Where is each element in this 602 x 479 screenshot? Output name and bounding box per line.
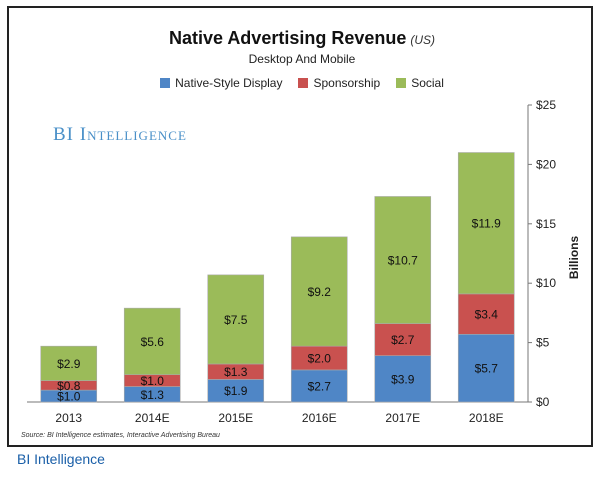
bar-segment bbox=[374, 196, 432, 324]
bar-segment bbox=[40, 345, 98, 381]
bar-value-label: $3.4 bbox=[475, 308, 499, 322]
chart-subtitle: Desktop And Mobile bbox=[248, 52, 356, 66]
bar-value-label: $7.5 bbox=[224, 313, 248, 327]
bar-value-label: $1.3 bbox=[224, 365, 248, 379]
y-tick-label: $0 bbox=[536, 395, 550, 409]
x-tick-label: 2017E bbox=[385, 411, 420, 425]
bar-segment bbox=[290, 236, 348, 347]
source-note: Source: BI Intelligence estimates, Inter… bbox=[21, 432, 220, 439]
x-tick-label: 2016E bbox=[302, 411, 337, 425]
bar-value-label: $5.6 bbox=[141, 335, 165, 349]
stacked-bar-chart: $0$5$10$15$20$25Billions$1.0$0.8$2.92013… bbox=[27, 98, 581, 425]
bar-value-label: $1.0 bbox=[141, 374, 165, 388]
y-tick-label: $5 bbox=[536, 336, 550, 350]
x-tick-label: 2018E bbox=[469, 411, 504, 425]
bar-value-label: $9.2 bbox=[308, 285, 332, 299]
legend-label-social: Social bbox=[411, 76, 444, 90]
bar-segment bbox=[457, 333, 515, 403]
bar-segment bbox=[290, 369, 348, 403]
legend-label-sponsorship: Sponsorship bbox=[313, 76, 381, 90]
bar-value-label: $10.7 bbox=[388, 254, 418, 268]
bar-segment bbox=[457, 293, 515, 335]
y-tick-label: $25 bbox=[536, 98, 556, 112]
chart-frame: Native Advertising Revenue (US) Desktop A… bbox=[7, 6, 593, 447]
bar-value-label: $0.8 bbox=[57, 379, 81, 393]
x-tick-label: 2014E bbox=[135, 411, 170, 425]
bar-segment bbox=[457, 152, 515, 295]
bar-value-label: $2.7 bbox=[308, 379, 332, 393]
legend-swatch-display bbox=[160, 78, 171, 88]
x-tick-label: 2013 bbox=[55, 411, 82, 425]
chart-title-region: (US) bbox=[410, 33, 436, 47]
bar-value-label: $1.9 bbox=[224, 384, 248, 398]
bar-value-label: $1.3 bbox=[141, 388, 165, 402]
legend-label-display: Native-Style Display bbox=[175, 76, 283, 90]
y-tick-label: $15 bbox=[536, 217, 556, 231]
y-axis-title: Billions bbox=[567, 236, 581, 280]
legend-item-sponsorship: Sponsorship bbox=[298, 76, 380, 90]
chart-legend: Native-Style Display Sponsorship Social bbox=[9, 76, 595, 90]
footer-credit[interactable]: BI Intelligence bbox=[17, 451, 105, 467]
legend-swatch-sponsorship bbox=[298, 78, 309, 88]
bar-value-label: $5.7 bbox=[475, 362, 499, 376]
y-tick-label: $20 bbox=[536, 157, 556, 171]
bar-value-label: $2.9 bbox=[57, 357, 81, 371]
legend-swatch-social bbox=[396, 78, 407, 88]
bar-value-label: $2.7 bbox=[391, 333, 415, 347]
bar-segment bbox=[207, 274, 265, 365]
chart-title-text: Native Advertising Revenue bbox=[168, 28, 407, 48]
legend-item-display: Native-Style Display bbox=[160, 76, 282, 90]
brand-watermark: BI Intelligence bbox=[53, 124, 187, 145]
bar-segment bbox=[374, 323, 432, 356]
chart-title: Native Advertising Revenue (US) bbox=[9, 28, 595, 49]
bar-value-label: $2.0 bbox=[308, 352, 332, 366]
bar-segment bbox=[123, 307, 181, 375]
y-tick-label: $10 bbox=[536, 276, 556, 290]
bar-segment bbox=[374, 355, 432, 403]
bar-value-label: $1.0 bbox=[57, 390, 81, 404]
legend-item-social: Social bbox=[396, 76, 444, 90]
x-tick-label: 2015E bbox=[218, 411, 253, 425]
bar-value-label: $11.9 bbox=[472, 217, 501, 231]
bar-value-label: $3.9 bbox=[391, 372, 415, 386]
